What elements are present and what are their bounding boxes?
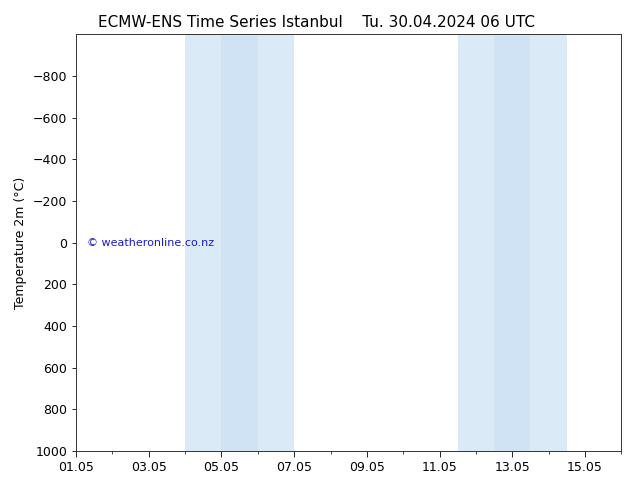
Text: ECMW-ENS Time Series Istanbul    Tu. 30.04.2024 06 UTC: ECMW-ENS Time Series Istanbul Tu. 30.04.… <box>98 15 536 30</box>
Bar <box>494 34 531 451</box>
Bar <box>458 34 494 451</box>
Bar <box>221 34 258 451</box>
Bar <box>258 34 294 451</box>
Y-axis label: Temperature 2m (°C): Temperature 2m (°C) <box>14 176 27 309</box>
Bar <box>531 34 567 451</box>
Text: © weatheronline.co.nz: © weatheronline.co.nz <box>87 238 214 247</box>
Bar <box>185 34 221 451</box>
